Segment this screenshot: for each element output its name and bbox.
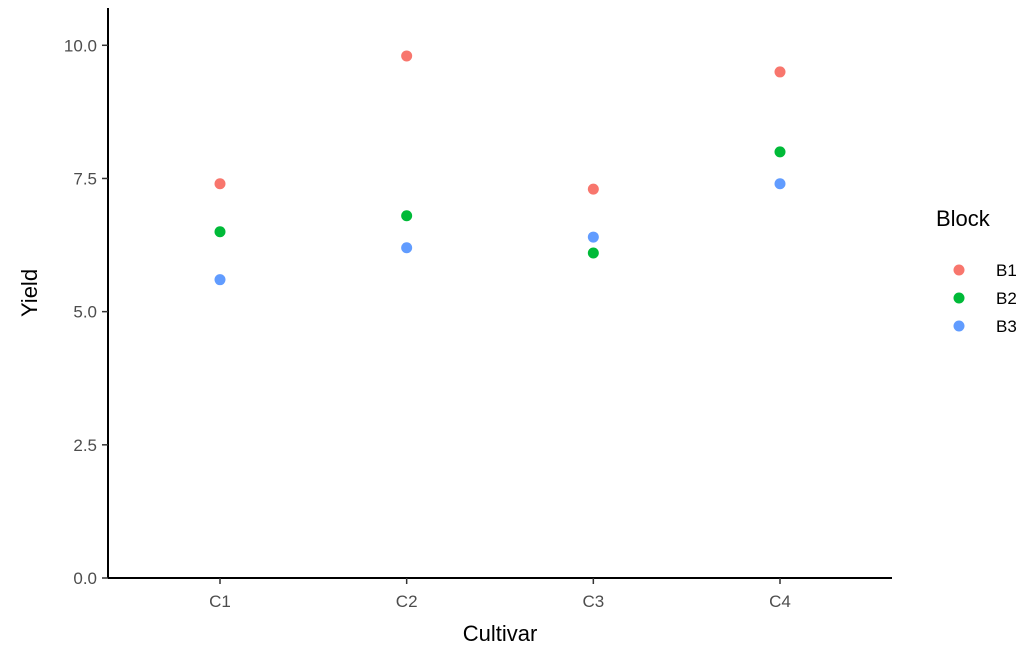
legend-title: Block [936, 206, 991, 231]
y-tick-label: 5.0 [73, 303, 97, 322]
data-points [214, 50, 786, 286]
legend-label-b3: B3 [996, 317, 1017, 336]
legend-key-b3 [953, 320, 965, 332]
point-b2-c4 [774, 146, 786, 158]
point-b1-c1 [214, 178, 226, 190]
point-b3-c2 [401, 242, 413, 254]
legend-label-b1: B1 [996, 261, 1017, 280]
y-tick-label: 10.0 [64, 36, 97, 55]
x-tick-label: C3 [582, 592, 604, 611]
point-b1-c4 [774, 66, 786, 78]
point-b1-c3 [587, 183, 599, 195]
point-b2-c3 [587, 247, 599, 259]
plot-panel: 0.0 2.5 5.0 7.5 10.0 C1 C2 C3 C4 [64, 8, 892, 611]
y-tick-label: 7.5 [73, 169, 97, 188]
x-tick-label: C2 [396, 592, 418, 611]
legend-items: B1 B2 B3 [953, 261, 1017, 336]
point-b2-c1 [214, 226, 226, 238]
legend-key-b2 [953, 292, 965, 304]
legend: Block B1 B2 B3 [936, 206, 1017, 336]
x-axis-title: Cultivar [463, 621, 538, 646]
legend-key-b1 [953, 264, 965, 276]
point-b1-c2 [401, 50, 413, 62]
point-b2-c2 [401, 210, 413, 222]
y-axis-title: Yield [17, 269, 42, 317]
y-tick-label: 0.0 [73, 569, 97, 588]
y-tick-label: 2.5 [73, 436, 97, 455]
x-tick-label: C1 [209, 592, 231, 611]
y-axis-ticks: 0.0 2.5 5.0 7.5 10.0 [64, 36, 108, 588]
point-b3-c4 [774, 178, 786, 190]
x-tick-label: C4 [769, 592, 791, 611]
point-b3-c1 [214, 274, 226, 286]
point-b3-c3 [587, 231, 599, 243]
legend-label-b2: B2 [996, 289, 1017, 308]
x-axis-ticks: C1 C2 C3 C4 [209, 578, 791, 611]
